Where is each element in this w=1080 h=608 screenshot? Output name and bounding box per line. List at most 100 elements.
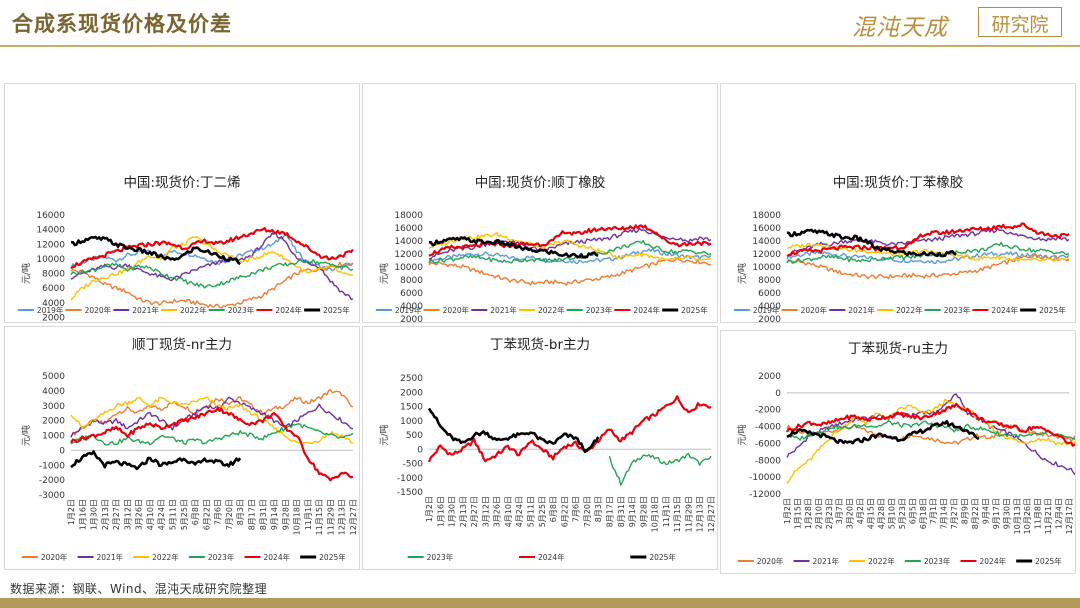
x-tick-label: 11月29日: [326, 499, 335, 535]
series-line: [70, 423, 354, 446]
y-tick-label: 500: [406, 431, 423, 441]
legend-label: 2024年: [264, 552, 291, 562]
x-tick-label: 10月18日: [651, 496, 660, 532]
y-tick-label: 16000: [36, 211, 65, 221]
legend-label: 2025年: [681, 305, 708, 315]
y-tick-label: 0: [775, 389, 781, 399]
y-tick-label: 12000: [752, 250, 781, 260]
legend-label: 2021年: [848, 305, 875, 315]
series-line: [786, 419, 980, 445]
x-tick-label: 10月13日: [1013, 498, 1022, 534]
chart-sbr-spot: 中国:现货价:丁苯橡胶元/吨02000400060008000100001200…: [720, 83, 1076, 323]
logo-text: 混沌天成: [852, 15, 948, 41]
chart-sbr-ru-spread: 丁苯现货-ru主力 元/吨 -12000 -10000 -8000 -6000 -4000 -…: [720, 330, 1076, 574]
y-tick-label: 0: [59, 446, 65, 456]
y-tick-label: 18000: [394, 211, 423, 221]
y-tick-label: -8000: [755, 456, 781, 466]
y-tick-label: 4000: [42, 387, 65, 397]
y-tick-label: 6000: [42, 284, 65, 294]
x-tick-label: 6月8日: [191, 499, 200, 525]
y-tick-label: 12000: [36, 240, 65, 250]
page-title: 合成系现货价格及价差: [12, 11, 232, 36]
legend-label: 2025年: [1035, 556, 1062, 566]
y-tick-label: 18000: [752, 211, 781, 221]
legend-label: 2023年: [208, 552, 235, 562]
y-tick-label: 6000: [400, 289, 423, 299]
series-line: [428, 239, 712, 264]
y-tick-label: 1500: [400, 403, 423, 413]
legend-label: 2020年: [85, 305, 112, 315]
legend-label: 2023年: [586, 305, 613, 315]
y-tick-label: 5000: [42, 372, 65, 382]
x-tick-label: 5月25日: [538, 496, 547, 527]
x-tick-label: 11月1日: [304, 499, 313, 530]
series-line: [70, 227, 354, 270]
x-tick-label: 9月4日: [981, 498, 990, 524]
x-tick-label: 4月28日: [877, 498, 886, 529]
legend-label: 2025年: [649, 552, 676, 562]
x-tick-label: 9月28日: [639, 496, 648, 527]
legend-label: 2022年: [896, 305, 923, 315]
y-tick-label: 6000: [758, 289, 781, 299]
series-line: [427, 407, 600, 453]
chart-title: 中国:现货价:丁苯橡胶: [833, 174, 964, 191]
series-line: [786, 253, 1070, 280]
x-tick-label: 3月7日: [835, 498, 844, 524]
chart-title: 顺丁现货-nr主力: [132, 336, 232, 353]
x-tick-label: 11月8日: [1034, 498, 1043, 529]
y-tick-label: -2000: [755, 406, 781, 416]
x-tick-label: 8月31日: [259, 499, 268, 530]
series-line: [70, 450, 242, 471]
y-tick-label: 4000: [42, 299, 65, 309]
x-tick-label: 11月1日: [662, 496, 671, 527]
logo-box: 研究院: [978, 7, 1062, 37]
x-tick-label: 5月11日: [527, 496, 536, 527]
y-axis-label: 元/吨: [736, 263, 748, 284]
x-tick-label: 9月28日: [281, 499, 290, 530]
legend-label: 2022年: [868, 556, 895, 566]
chart-butadiene-spot: 中国:现货价:丁二烯元/吨020004000600080001000012000…: [4, 83, 360, 323]
legend-label: 2024年: [980, 556, 1007, 566]
y-tick-label: 1000: [42, 432, 65, 442]
legend-label: 2019年: [753, 305, 780, 315]
series-line: [70, 259, 354, 289]
y-tick-label: -1500: [397, 488, 423, 498]
footer-bar: [0, 598, 1080, 608]
x-tick-label: 12月13日: [696, 496, 705, 532]
x-tick-label: 8月31日: [617, 496, 626, 527]
x-tick-label: 4月10日: [146, 499, 155, 530]
series-line: [70, 236, 353, 301]
legend-label: 2021年: [97, 552, 124, 562]
chart-svg: 中国:现货价:丁苯橡胶元/吨02000400060008000100001200…: [733, 174, 1070, 322]
x-tick-label: 8月3日: [236, 499, 245, 525]
x-tick-label: 7月1日: [929, 498, 938, 524]
x-tick-label: 9月14日: [628, 496, 637, 527]
legend-label: 2021年: [490, 305, 517, 315]
x-tick-label: 7月6日: [214, 499, 223, 525]
x-tick-label: 1月2日: [425, 496, 434, 522]
series-line: [428, 236, 599, 259]
x-tick-label: 3月26日: [135, 499, 144, 530]
legend-label: 2023年: [228, 305, 255, 315]
x-tick-label: 6月18日: [919, 498, 928, 529]
x-tick-label: 2月13日: [101, 499, 110, 530]
logo-box-text: 研究院: [991, 14, 1049, 36]
legend-label: 2022年: [152, 552, 179, 562]
x-tick-label: 12月4日: [1055, 498, 1064, 529]
y-tick-label: 3000: [42, 402, 65, 412]
y-tick-label: 2000: [400, 388, 423, 398]
series-line: [70, 388, 354, 438]
legend-label: 2024年: [538, 552, 565, 562]
legend-label: 2025年: [319, 552, 346, 562]
x-tick-label: 4月10日: [504, 496, 513, 527]
y-tick-label: 2500: [400, 374, 423, 384]
y-tick-label: 8000: [400, 276, 423, 286]
x-tick-label: 2月13日: [459, 496, 468, 527]
x-tick-label: 12月13日: [338, 499, 347, 535]
x-tick-label: 10月26日: [1023, 498, 1032, 534]
y-tick-label: -2000: [39, 476, 65, 486]
x-tick-label: 7月27日: [950, 498, 959, 529]
y-tick-label: 2000: [758, 372, 781, 382]
